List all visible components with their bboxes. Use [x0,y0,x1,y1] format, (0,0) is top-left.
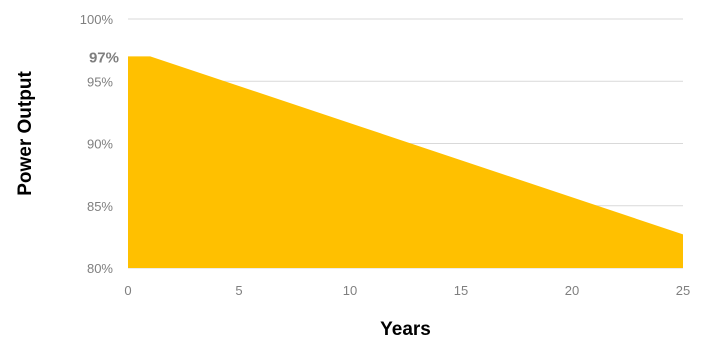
x-tick-label: 20 [565,283,579,298]
y-tick-label: 90% [87,137,113,152]
y-axis-ticks: 80% 85% 90% 95% 100% [80,12,114,276]
y-tick-label: 80% [87,261,113,276]
x-tick-label: 5 [235,283,242,298]
x-tick-label: 15 [454,283,468,298]
x-tick-label: 0 [124,283,131,298]
x-tick-label: 25 [676,283,690,298]
y-tick-label: 85% [87,199,113,214]
start-value-annotation: 97% [89,49,119,66]
power-output-area [128,56,683,268]
x-tick-label: 10 [343,283,357,298]
x-axis-title: Years [380,319,431,337]
x-axis-ticks: 0 5 10 15 20 25 [124,283,690,298]
y-axis-title: Power Output [15,71,36,196]
y-tick-label: 100% [80,12,114,27]
y-tick-label: 95% [87,74,113,89]
